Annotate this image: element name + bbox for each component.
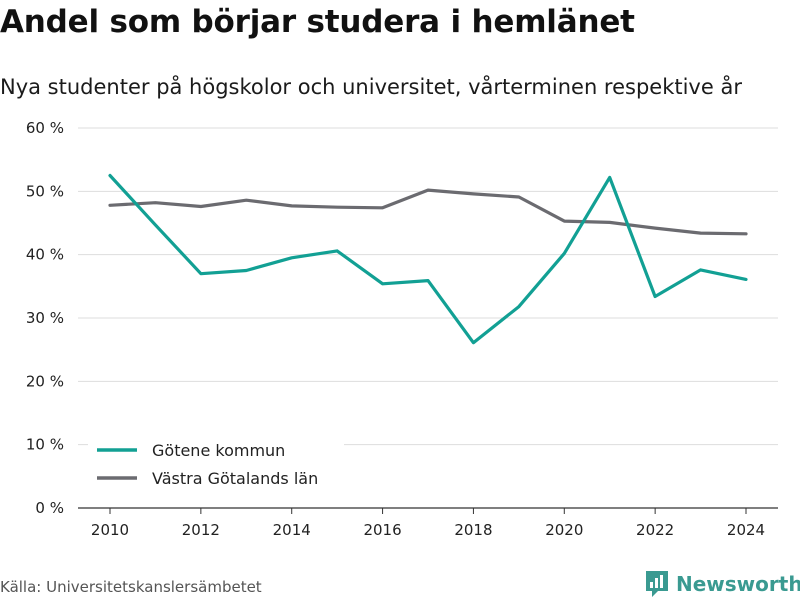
- series-line-vastra-gotaland: [108, 188, 748, 236]
- legend: Götene kommun Västra Götalands län: [88, 436, 344, 496]
- y-tick-label: 10 %: [26, 436, 64, 454]
- y-tick-label: 0 %: [35, 499, 64, 517]
- legend-background: [88, 436, 344, 496]
- legend-label: Götene kommun: [152, 441, 285, 460]
- newsworthy-logo-icon: [646, 571, 668, 597]
- newsworthy-logo: Newsworthy: [644, 569, 800, 599]
- y-tick-label: 30 %: [26, 309, 64, 327]
- chart-subtitle: Nya studenter på högskolor och universit…: [0, 75, 742, 99]
- y-tick-label: 50 %: [26, 182, 64, 200]
- grid-lines: [78, 127, 778, 509]
- brand-name: Newsworthy: [676, 572, 800, 596]
- x-tick-label: 2016: [363, 521, 401, 539]
- legend-label: Västra Götalands län: [152, 469, 318, 488]
- chart-title: Andel som börjar studera i hemlänet: [0, 4, 635, 40]
- x-tick-label: 2012: [182, 521, 220, 539]
- x-axis-tick-labels: 2010 2012 2014 2016 2018 2020 2022 2024: [91, 508, 765, 539]
- y-axis-tick-labels: 0 % 10 % 20 % 30 % 40 % 50 % 60 %: [26, 119, 64, 517]
- series-lines: [108, 173, 748, 345]
- y-tick-label: 20 %: [26, 372, 64, 390]
- series-line-gotene: [108, 173, 748, 345]
- x-tick-label: 2020: [545, 521, 583, 539]
- x-tick-label: 2024: [727, 521, 765, 539]
- x-tick-label: 2022: [636, 521, 674, 539]
- y-tick-label: 60 %: [26, 119, 64, 137]
- y-tick-label: 40 %: [26, 246, 64, 264]
- x-tick-label: 2010: [91, 521, 129, 539]
- source-note: Källa: Universitetskanslersämbetet: [0, 578, 262, 596]
- x-tick-label: 2014: [273, 521, 311, 539]
- x-tick-label: 2018: [454, 521, 492, 539]
